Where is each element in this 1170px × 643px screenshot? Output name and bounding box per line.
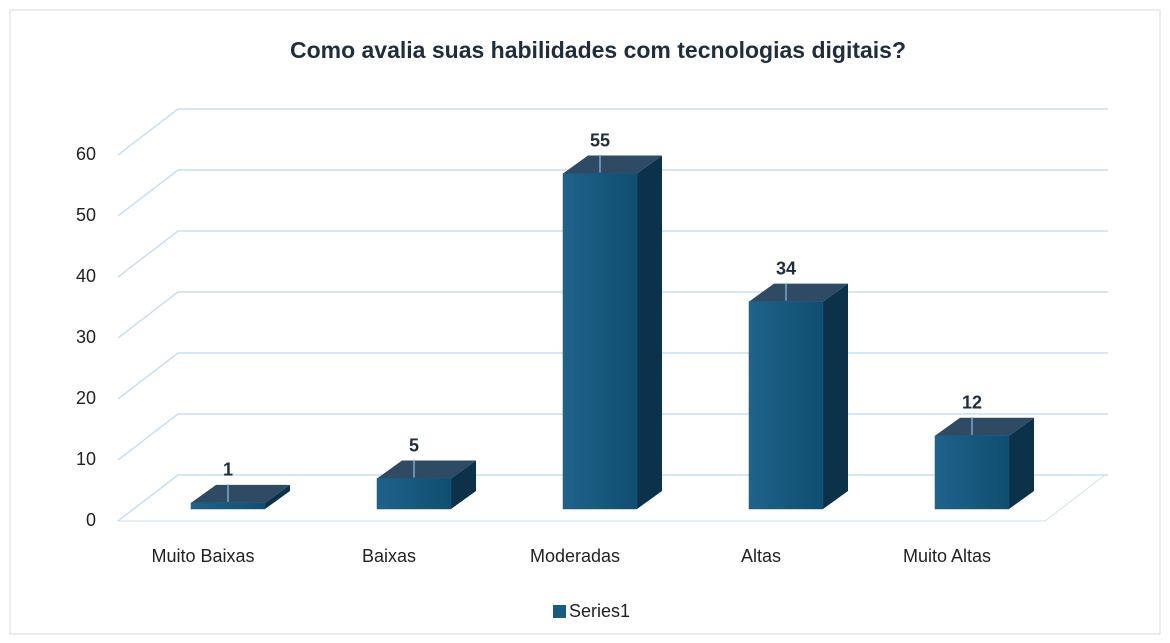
- bar-side: [265, 484, 290, 509]
- data-label: 1: [223, 460, 233, 480]
- y-tick-label: 40: [76, 266, 96, 286]
- bar: [748, 301, 824, 510]
- bar-side: [823, 283, 848, 509]
- bar-side: [1009, 417, 1034, 509]
- y-tick-label: 50: [76, 205, 96, 225]
- y-tick-label: 0: [86, 510, 96, 530]
- bar: [562, 173, 638, 510]
- bar: [190, 502, 266, 510]
- grid-line: [117, 352, 179, 400]
- y-tick-label: 20: [76, 388, 96, 408]
- legend-swatch: [553, 605, 566, 618]
- grid-line: [117, 169, 179, 217]
- bar-side: [637, 155, 662, 509]
- y-tick-label: 60: [76, 144, 96, 164]
- x-tick-label: Altas: [741, 546, 781, 566]
- x-tick-label: Baixas: [362, 546, 416, 566]
- y-tick-label: 10: [76, 449, 96, 469]
- grid-line: [117, 108, 179, 156]
- chart-title: Como avalia suas habilidades com tecnolo…: [290, 37, 906, 63]
- x-tick-label: Moderadas: [530, 546, 620, 566]
- bar-top: [749, 283, 848, 302]
- bar-top: [377, 460, 476, 479]
- data-label: 5: [409, 435, 419, 455]
- bar-top: [563, 155, 662, 174]
- x-tick-label: Muito Altas: [903, 546, 991, 566]
- data-label: 34: [776, 258, 796, 278]
- x-tick-label: Muito Baixas: [151, 546, 254, 566]
- grid-line: [117, 230, 179, 278]
- grid-line: [117, 291, 179, 339]
- bar: [934, 435, 1010, 510]
- y-tick-label: 30: [76, 327, 96, 347]
- legend-label: Series1: [569, 601, 630, 621]
- bar-top: [191, 484, 290, 503]
- bar-side: [451, 460, 476, 509]
- bar-top: [935, 417, 1034, 436]
- data-label: 12: [962, 393, 982, 413]
- grid-line: [117, 413, 179, 461]
- bar: [376, 478, 452, 510]
- grid-line: [117, 474, 179, 522]
- data-label: 55: [590, 130, 610, 150]
